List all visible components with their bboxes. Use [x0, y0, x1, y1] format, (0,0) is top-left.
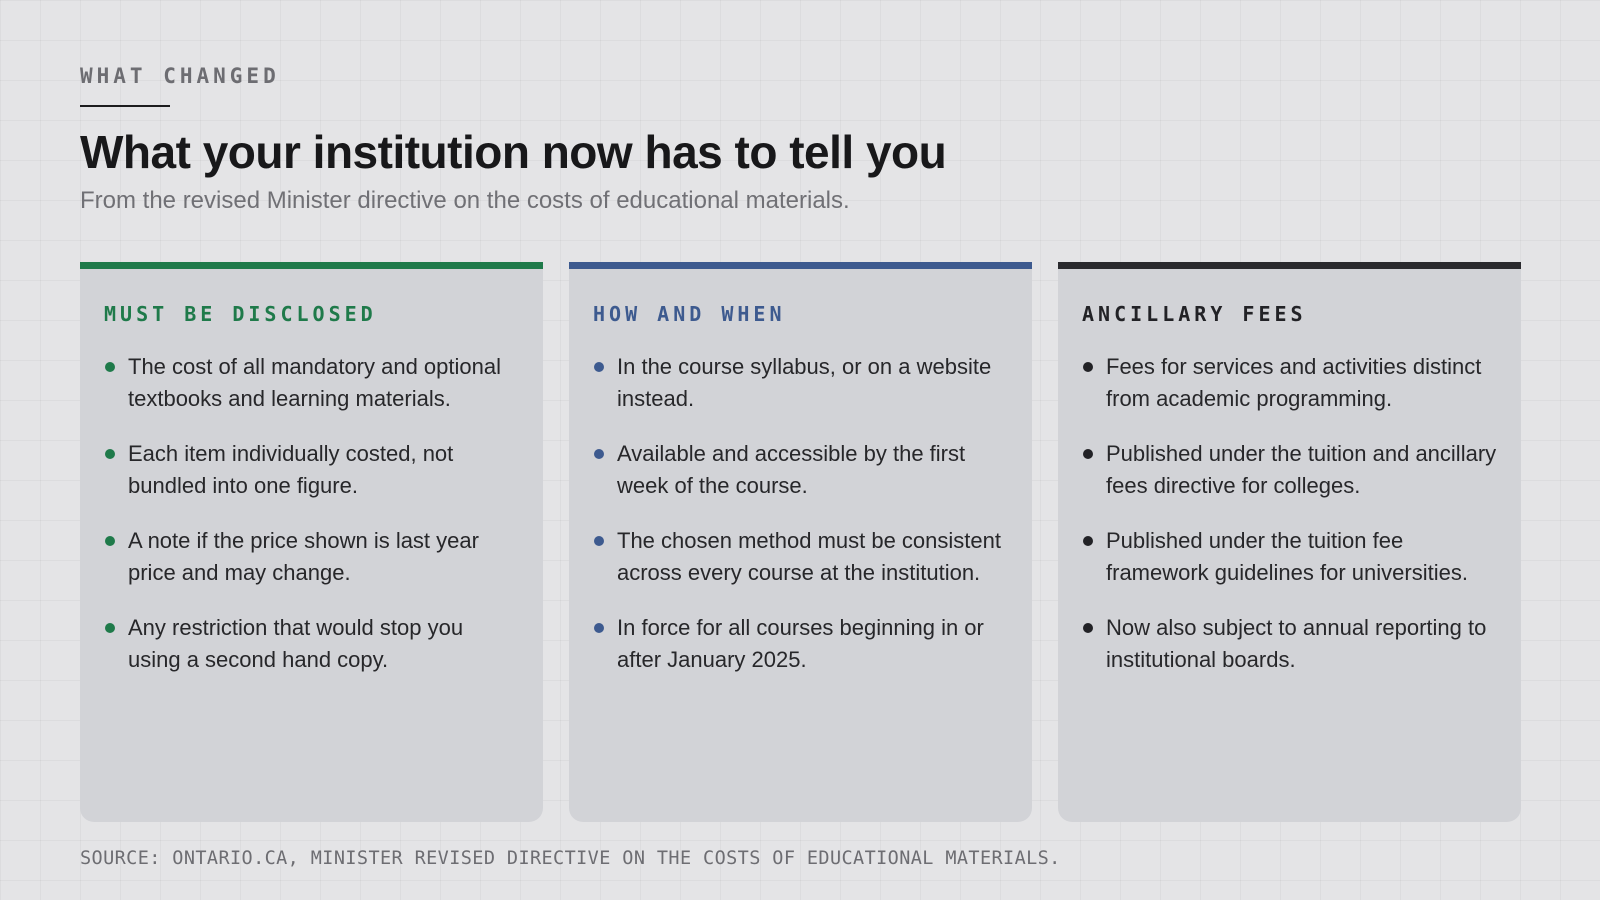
list-item-text: Available and accessible by the first we…	[617, 441, 966, 498]
bullet-dot-icon	[105, 362, 115, 372]
page-title: What your institution now has to tell yo…	[80, 126, 947, 178]
list-item: Each item individually costed, not bundl…	[104, 438, 519, 502]
bullet-dot-icon	[1083, 449, 1093, 459]
list-item-text: In force for all courses beginning in or…	[617, 615, 984, 672]
card-heading: ANCILLARY FEES	[1082, 302, 1307, 326]
list-item: Published under the tuition fee framewor…	[1082, 525, 1497, 589]
page: WHAT CHANGED What your institution now h…	[80, 0, 1521, 900]
card-heading: MUST BE DISCLOSED	[104, 302, 377, 326]
bullet-dot-icon	[594, 362, 604, 372]
list-item-text: Any restriction that would stop you usin…	[128, 615, 464, 672]
bullet-dot-icon	[1083, 536, 1093, 546]
bullet-dot-icon	[105, 623, 115, 633]
list-item: Now also subject to annual reporting to …	[1082, 612, 1497, 676]
bullet-dot-icon	[1083, 362, 1093, 372]
list-item: In the course syllabus, or on a website …	[593, 351, 1008, 415]
card-ancillary-fees: ANCILLARY FEES Fees for services and act…	[1058, 262, 1521, 822]
section-eyebrow: WHAT CHANGED	[80, 64, 280, 88]
list-item: A note if the price shown is last year p…	[104, 525, 519, 589]
list-item-text: A note if the price shown is last year p…	[128, 528, 479, 585]
list-item: The chosen method must be consistent acr…	[593, 525, 1008, 589]
list-item-text: Published under the tuition fee framewor…	[1106, 528, 1468, 585]
card-heading: HOW AND WHEN	[593, 302, 786, 326]
card-list: Fees for services and activities distinc…	[1082, 351, 1497, 676]
list-item-text: Published under the tuition and ancillar…	[1106, 441, 1497, 498]
list-item-text: In the course syllabus, or on a website …	[617, 354, 992, 411]
cards-row: MUST BE DISCLOSED The cost of all mandat…	[80, 262, 1521, 822]
list-item: Any restriction that would stop you usin…	[104, 612, 519, 676]
bullet-dot-icon	[105, 536, 115, 546]
bullet-dot-icon	[1083, 623, 1093, 633]
card-must-be-disclosed: MUST BE DISCLOSED The cost of all mandat…	[80, 262, 543, 822]
list-item-text: The cost of all mandatory and optional t…	[128, 354, 502, 411]
card-list: In the course syllabus, or on a website …	[593, 351, 1008, 676]
list-item-text: The chosen method must be consistent acr…	[617, 528, 1001, 585]
bullet-dot-icon	[594, 449, 604, 459]
bullet-dot-icon	[105, 449, 115, 459]
list-item-text: Fees for services and activities distinc…	[1106, 354, 1482, 411]
source-note: SOURCE: ONTARIO.CA, MINISTER REVISED DIR…	[80, 848, 1061, 869]
list-item: Fees for services and activities distinc…	[1082, 351, 1497, 415]
list-item: The cost of all mandatory and optional t…	[104, 351, 519, 415]
card-how-and-when: HOW AND WHEN In the course syllabus, or …	[569, 262, 1032, 822]
card-list: The cost of all mandatory and optional t…	[104, 351, 519, 676]
list-item-text: Now also subject to annual reporting to …	[1106, 615, 1487, 672]
list-item: In force for all courses beginning in or…	[593, 612, 1008, 676]
page-subtitle: From the revised Minister directive on t…	[80, 187, 850, 214]
bullet-dot-icon	[594, 623, 604, 633]
list-item: Published under the tuition and ancillar…	[1082, 438, 1497, 502]
eyebrow-underline	[80, 105, 170, 107]
list-item-text: Each item individually costed, not bundl…	[128, 441, 454, 498]
bullet-dot-icon	[594, 536, 604, 546]
list-item: Available and accessible by the first we…	[593, 438, 1008, 502]
